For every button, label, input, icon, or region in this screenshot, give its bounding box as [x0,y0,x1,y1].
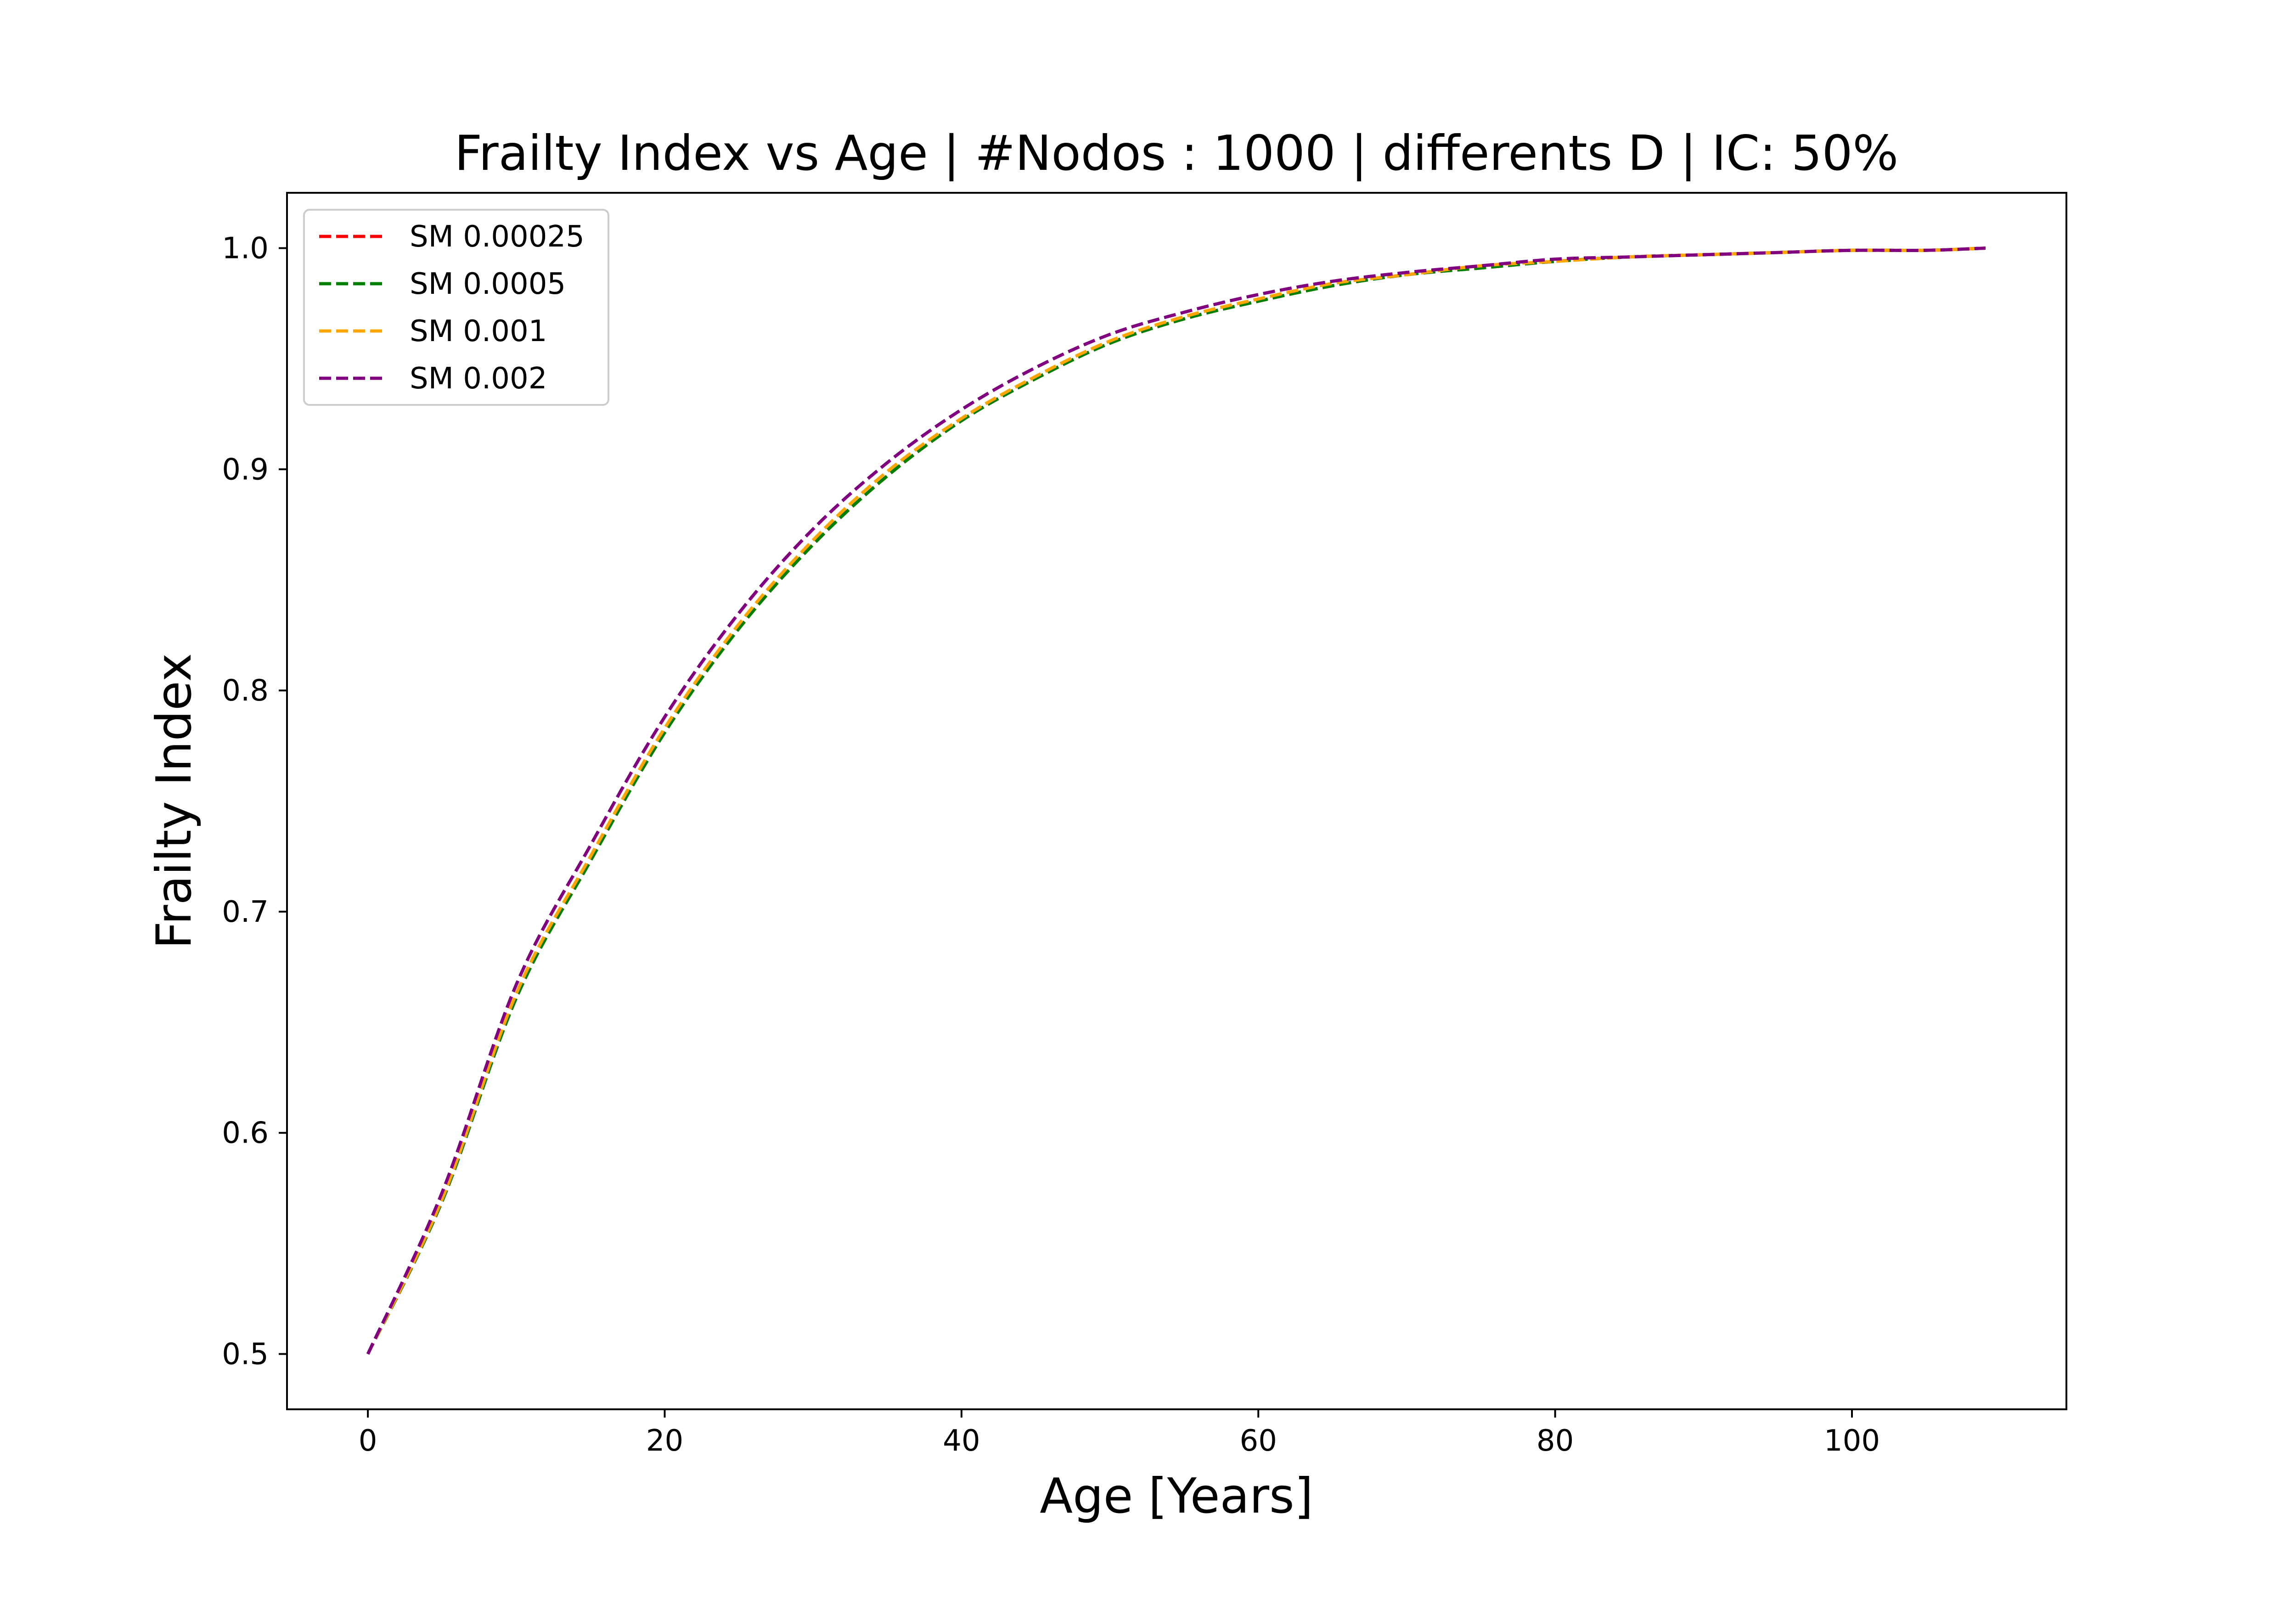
x-tick-label: 80 [1536,1424,1574,1458]
y-tick-label: 0.6 [222,1116,269,1150]
y-tick-label: 0.5 [222,1338,269,1372]
legend-label: SM 0.002 [410,362,547,396]
legend-label: SM 0.00025 [410,220,585,254]
y-tick-label: 1.0 [222,231,269,265]
y-axis: 0.5 0.6 0.7 0.8 0.9 1.0 [222,231,287,1372]
y-axis-label: Frailty Index [146,653,202,949]
series-layer [366,247,1986,1355]
x-tick-label: 60 [1240,1424,1277,1458]
x-tick-label: 0 [359,1424,377,1458]
legend-frame [303,209,609,406]
series-line-2 [366,247,1986,1355]
x-tick-label: 100 [1824,1424,1880,1458]
legend-label: SM 0.001 [410,314,547,348]
legend-label: SM 0.0005 [410,267,566,301]
y-tick-label: 0.8 [222,674,269,708]
legend-items: SM 0.00025 SM 0.0005 SM 0.001 SM 0.002 [319,220,585,396]
x-axis-label: Age [Years] [1040,1468,1313,1524]
plot-frame [286,192,2067,1410]
x-tick-label: 40 [943,1424,980,1458]
y-tick-label: 0.9 [222,453,269,487]
y-tick-label: 0.7 [222,895,269,929]
x-axis: 0 20 40 60 80 100 [359,1409,1880,1458]
series-line-4 [366,247,1986,1355]
legend: SM 0.00025 SM 0.0005 SM 0.001 SM 0.002 [303,209,609,406]
x-tick-label: 20 [646,1424,683,1458]
chart-title: Frailty Index vs Age | #Nodos : 1000 | d… [455,125,1898,182]
